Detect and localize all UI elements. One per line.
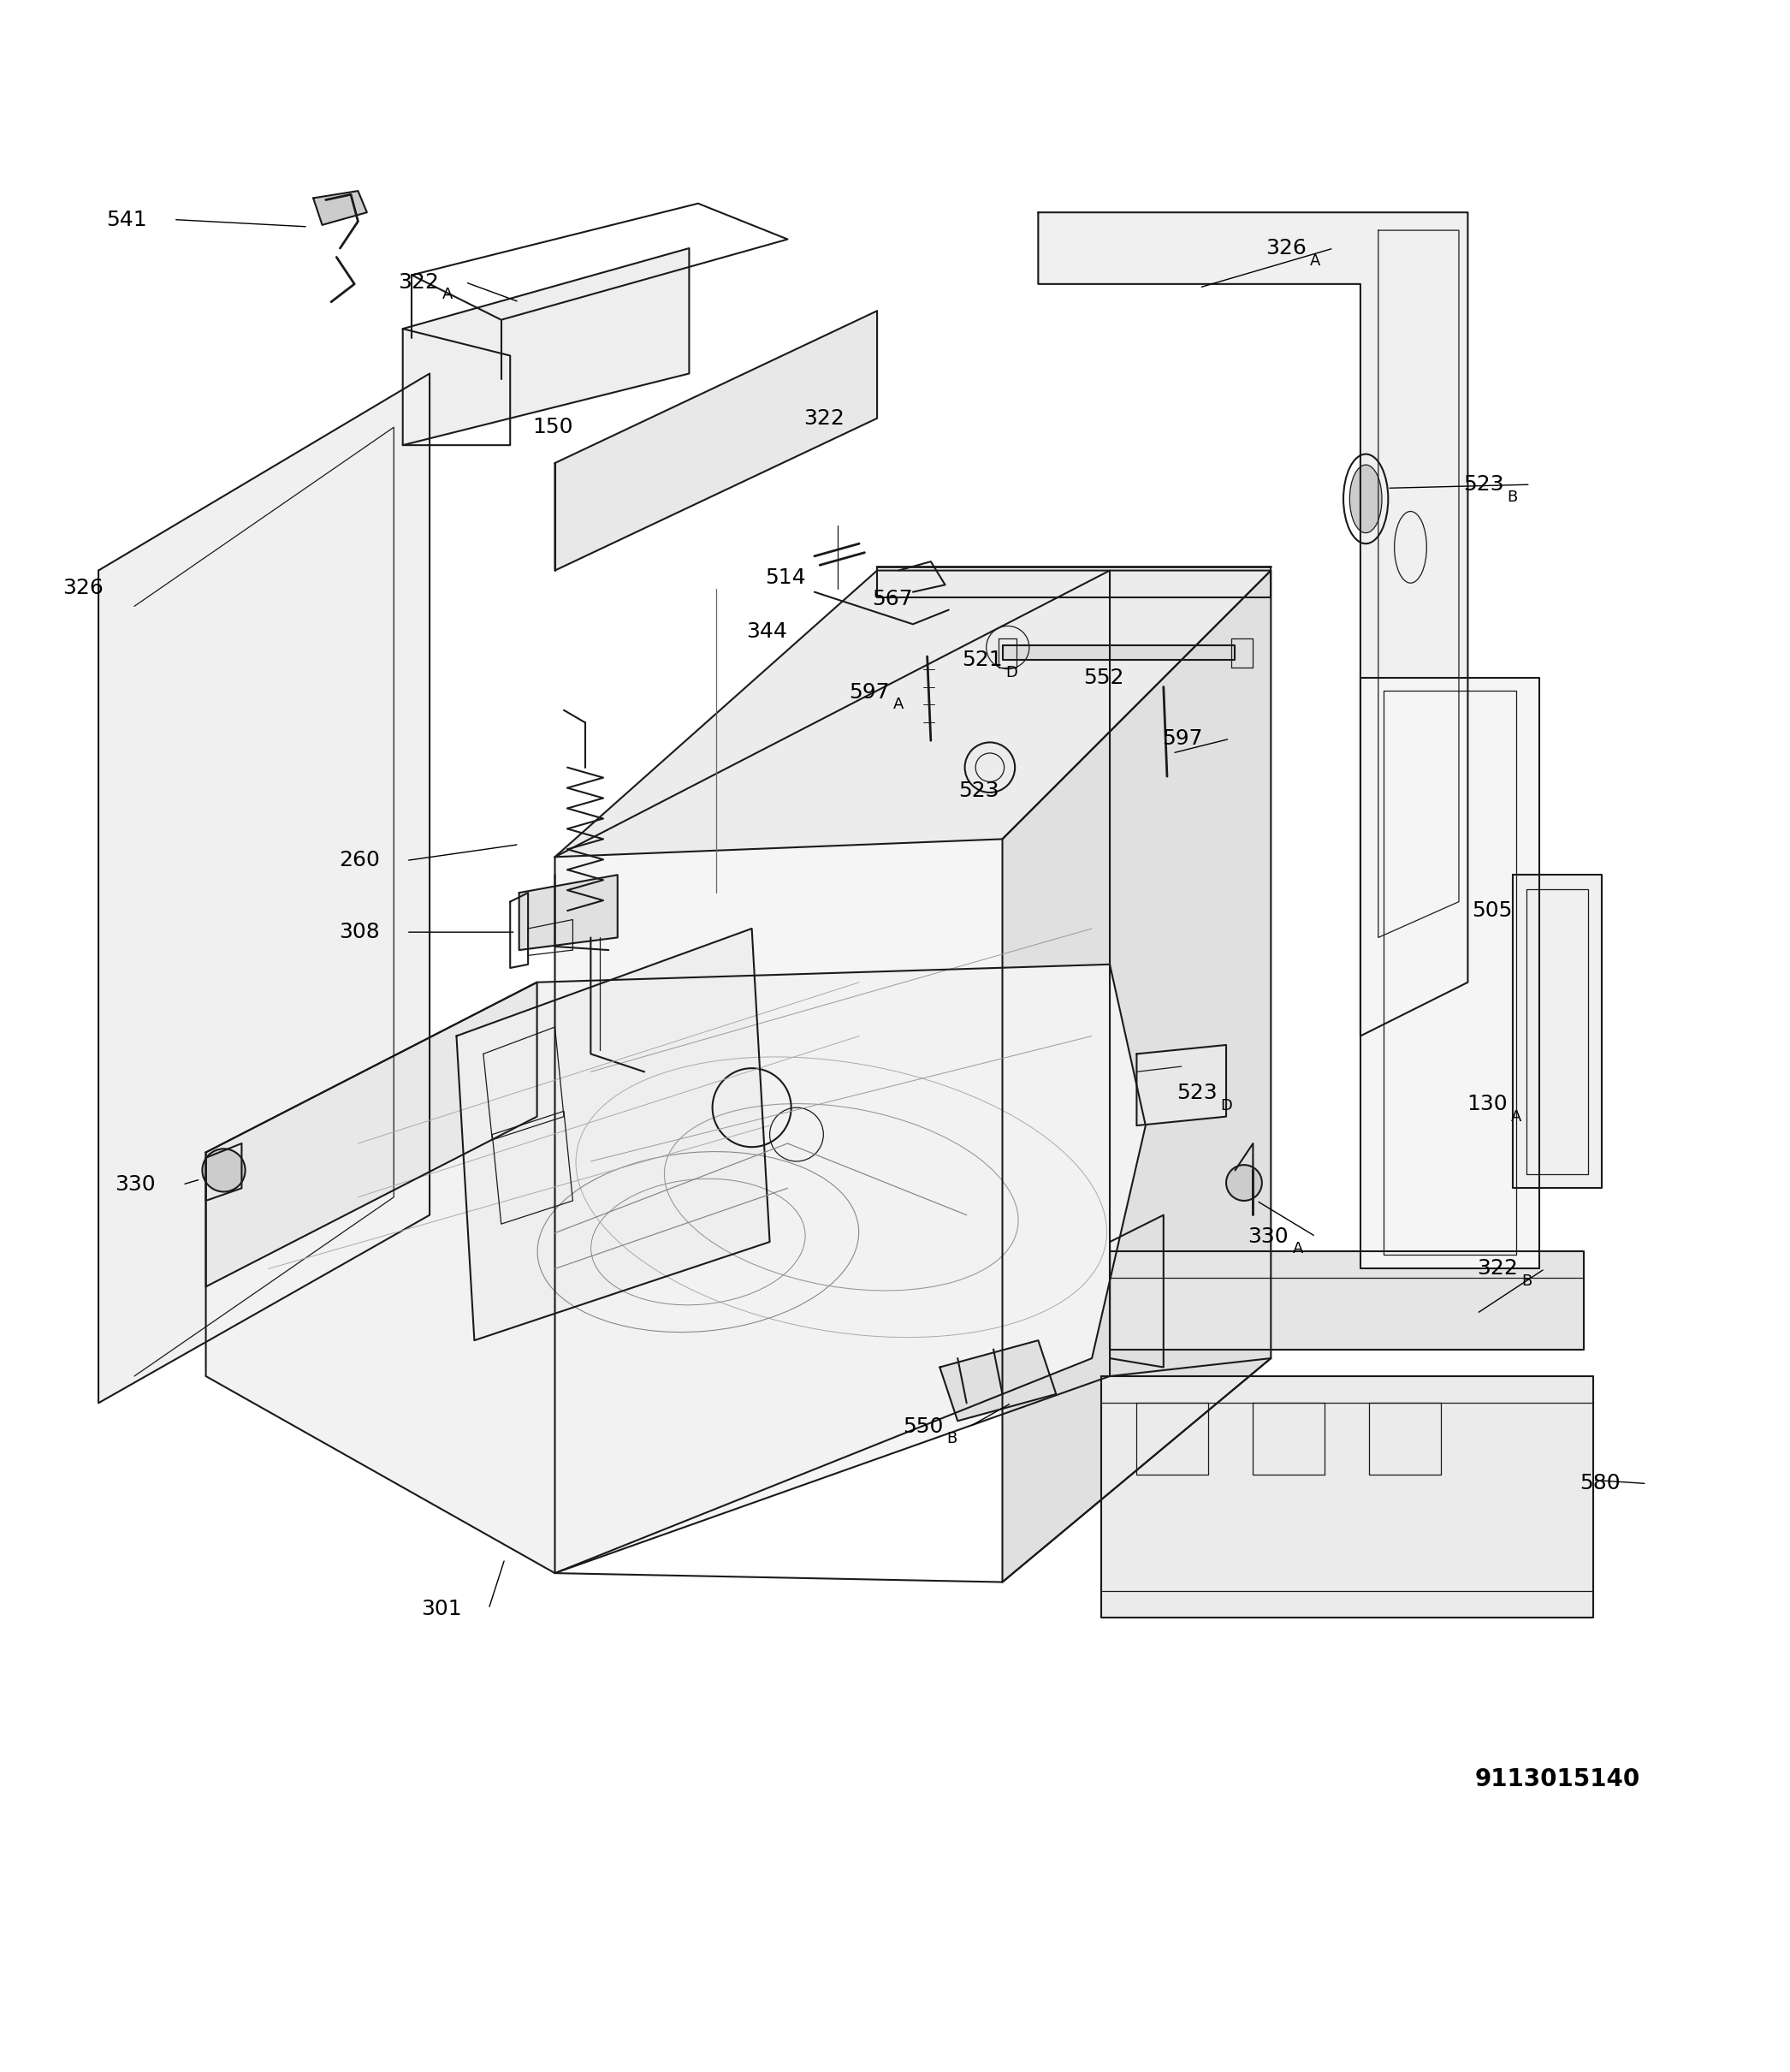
Text: 523: 523 xyxy=(958,781,999,802)
Text: 130: 130 xyxy=(1466,1094,1507,1115)
Polygon shape xyxy=(1002,570,1271,1583)
Text: 541: 541 xyxy=(106,209,147,230)
Text: A: A xyxy=(1310,253,1321,269)
Text: 322: 322 xyxy=(397,271,439,292)
Text: 552: 552 xyxy=(1083,667,1124,688)
Text: 322: 322 xyxy=(804,408,845,429)
Polygon shape xyxy=(1137,1044,1226,1125)
Text: 523: 523 xyxy=(1176,1084,1217,1104)
Polygon shape xyxy=(1101,1376,1593,1618)
Text: 521: 521 xyxy=(961,651,1002,669)
Text: A: A xyxy=(1511,1109,1521,1125)
Polygon shape xyxy=(1360,678,1539,1268)
Text: 326: 326 xyxy=(63,578,104,599)
Text: 330: 330 xyxy=(115,1175,156,1196)
Polygon shape xyxy=(456,928,770,1341)
Text: D: D xyxy=(1221,1098,1233,1113)
Circle shape xyxy=(202,1148,245,1191)
Text: 9113015140: 9113015140 xyxy=(1475,1767,1640,1790)
Text: A: A xyxy=(1292,1241,1303,1258)
Polygon shape xyxy=(313,191,367,226)
Text: 150: 150 xyxy=(532,416,573,437)
Text: 567: 567 xyxy=(872,588,913,609)
Polygon shape xyxy=(519,874,618,951)
Polygon shape xyxy=(1110,1251,1584,1349)
Text: 308: 308 xyxy=(338,922,379,943)
Text: 523: 523 xyxy=(1462,474,1504,495)
Ellipse shape xyxy=(1350,464,1382,533)
Polygon shape xyxy=(1513,874,1602,1187)
Polygon shape xyxy=(206,963,1146,1573)
Polygon shape xyxy=(940,1341,1056,1421)
Polygon shape xyxy=(206,982,537,1287)
Text: 322: 322 xyxy=(1477,1258,1518,1278)
Polygon shape xyxy=(1038,213,1468,1036)
Text: 597: 597 xyxy=(848,682,890,702)
Text: 550: 550 xyxy=(902,1415,943,1436)
Text: 344: 344 xyxy=(746,622,788,642)
Polygon shape xyxy=(403,249,689,445)
Polygon shape xyxy=(1002,646,1235,661)
Text: B: B xyxy=(1507,489,1518,506)
Circle shape xyxy=(1226,1164,1262,1200)
Text: 505: 505 xyxy=(1471,901,1513,920)
Polygon shape xyxy=(98,373,430,1403)
Text: A: A xyxy=(442,288,453,303)
Polygon shape xyxy=(555,311,877,570)
Text: 514: 514 xyxy=(764,568,806,588)
Text: 597: 597 xyxy=(1162,729,1203,750)
Text: D: D xyxy=(1006,665,1019,680)
Text: B: B xyxy=(947,1432,958,1446)
Text: A: A xyxy=(893,696,904,713)
Text: 301: 301 xyxy=(421,1600,462,1618)
Text: 260: 260 xyxy=(338,850,379,870)
Polygon shape xyxy=(555,570,1110,1573)
Text: 326: 326 xyxy=(1266,238,1307,259)
Polygon shape xyxy=(555,570,1271,858)
Text: B: B xyxy=(1522,1274,1532,1289)
Text: 580: 580 xyxy=(1579,1473,1620,1494)
Text: 330: 330 xyxy=(1248,1227,1289,1247)
